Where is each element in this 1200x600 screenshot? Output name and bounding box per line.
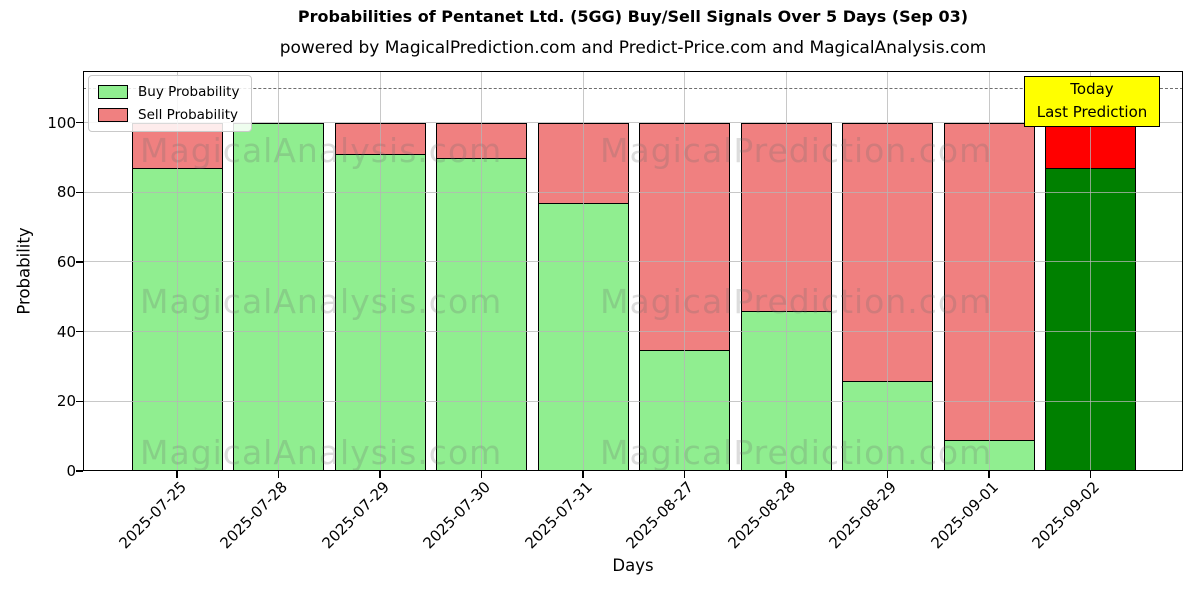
x-tick-label: 2025-08-27: [622, 478, 698, 553]
watermark-text: MagicalPrediction.com: [600, 131, 993, 170]
x-tick-label: 2025-07-28: [216, 478, 292, 553]
y-axis-label: Probability: [14, 227, 34, 315]
x-tick-label: 2025-07-25: [115, 478, 190, 553]
y-axis-tick: [76, 191, 83, 193]
x-tick-label: 2025-07-30: [419, 478, 495, 553]
legend-swatch-buy: [98, 85, 128, 99]
y-axis-tick: [76, 330, 83, 333]
x-tick-label: 2025-08-29: [825, 478, 901, 553]
x-tick-label: 2025-08-28: [724, 478, 799, 553]
grid-line-v: [278, 71, 279, 471]
x-axis-tick: [683, 471, 686, 478]
x-tick-label: 2025-07-31: [521, 478, 596, 553]
watermark-text: MagicalAnalysis.com: [140, 433, 503, 472]
y-tick-label: 80: [56, 183, 76, 202]
y-axis-tick: [76, 121, 83, 124]
y-tick-label: 100: [47, 113, 76, 132]
x-axis-label: Days: [612, 556, 654, 575]
y-axis-tick: [76, 470, 83, 472]
x-axis-tick: [277, 471, 280, 478]
x-axis-tick: [176, 471, 178, 478]
y-tick-label: 0: [66, 462, 76, 480]
x-axis-tick: [480, 471, 483, 478]
y-tick-label: 40: [56, 322, 76, 341]
legend-item-sell: Sell Probability: [98, 107, 239, 123]
today-annotation-line1: Today: [1070, 80, 1114, 98]
grid-line-v: [785, 71, 787, 471]
legend-label-sell: Sell Probability: [138, 107, 239, 123]
x-tick-label: 2025-09-01: [927, 478, 1002, 553]
grid-line-v: [988, 71, 990, 471]
grid-line-v: [481, 71, 482, 471]
y-axis-tick: [76, 400, 83, 403]
y-tick-label: 20: [56, 392, 76, 411]
today-annotation: Today Last Prediction: [1024, 76, 1160, 127]
grid-line-v: [684, 71, 685, 471]
watermark-text: MagicalAnalysis.com: [140, 131, 503, 170]
legend-swatch-sell: [98, 108, 128, 122]
chart-subtitle: powered by MagicalPrediction.com and Pre…: [279, 38, 987, 58]
legend: Buy Probability Sell Probability: [88, 75, 253, 132]
threshold-dashed-line: [83, 87, 1183, 89]
grid-line-h: [83, 122, 1183, 124]
x-tick-label: 2025-07-29: [318, 478, 393, 553]
legend-label-buy: Buy Probability: [138, 84, 240, 100]
grid-line-h: [83, 261, 1183, 263]
x-axis-tick: [379, 471, 381, 478]
y-tick-label: 60: [56, 252, 76, 271]
grid-line-v: [582, 71, 584, 471]
x-axis-tick: [582, 471, 584, 478]
grid-line-v: [887, 71, 888, 471]
grid-line-h: [83, 331, 1183, 333]
y-axis-tick: [76, 261, 83, 263]
chart-title: Probabilities of Pentanet Ltd. (5GG) Buy…: [297, 7, 969, 26]
plot-area: MagicalAnalysis.com MagicalPrediction.com…: [83, 71, 1183, 472]
legend-item-buy: Buy Probability: [98, 84, 239, 100]
x-axis-tick: [785, 471, 787, 478]
grid-line-v: [379, 71, 381, 471]
grid-line-h: [83, 400, 1183, 402]
today-annotation-line2: Last Prediction: [1036, 103, 1148, 122]
grid-line-v: [1090, 71, 1091, 471]
watermark-text: MagicalPrediction.com: [600, 433, 993, 472]
grid-line-h: [83, 191, 1183, 193]
watermark-text: MagicalAnalysis.com: [140, 282, 503, 321]
x-axis-tick: [1089, 471, 1092, 478]
x-tick-label: 2025-09-02: [1028, 478, 1104, 553]
grid-line-v: [176, 71, 178, 471]
x-axis-tick: [886, 471, 889, 478]
watermark-text: MagicalPrediction.com: [600, 282, 993, 321]
x-axis-tick: [988, 471, 990, 478]
